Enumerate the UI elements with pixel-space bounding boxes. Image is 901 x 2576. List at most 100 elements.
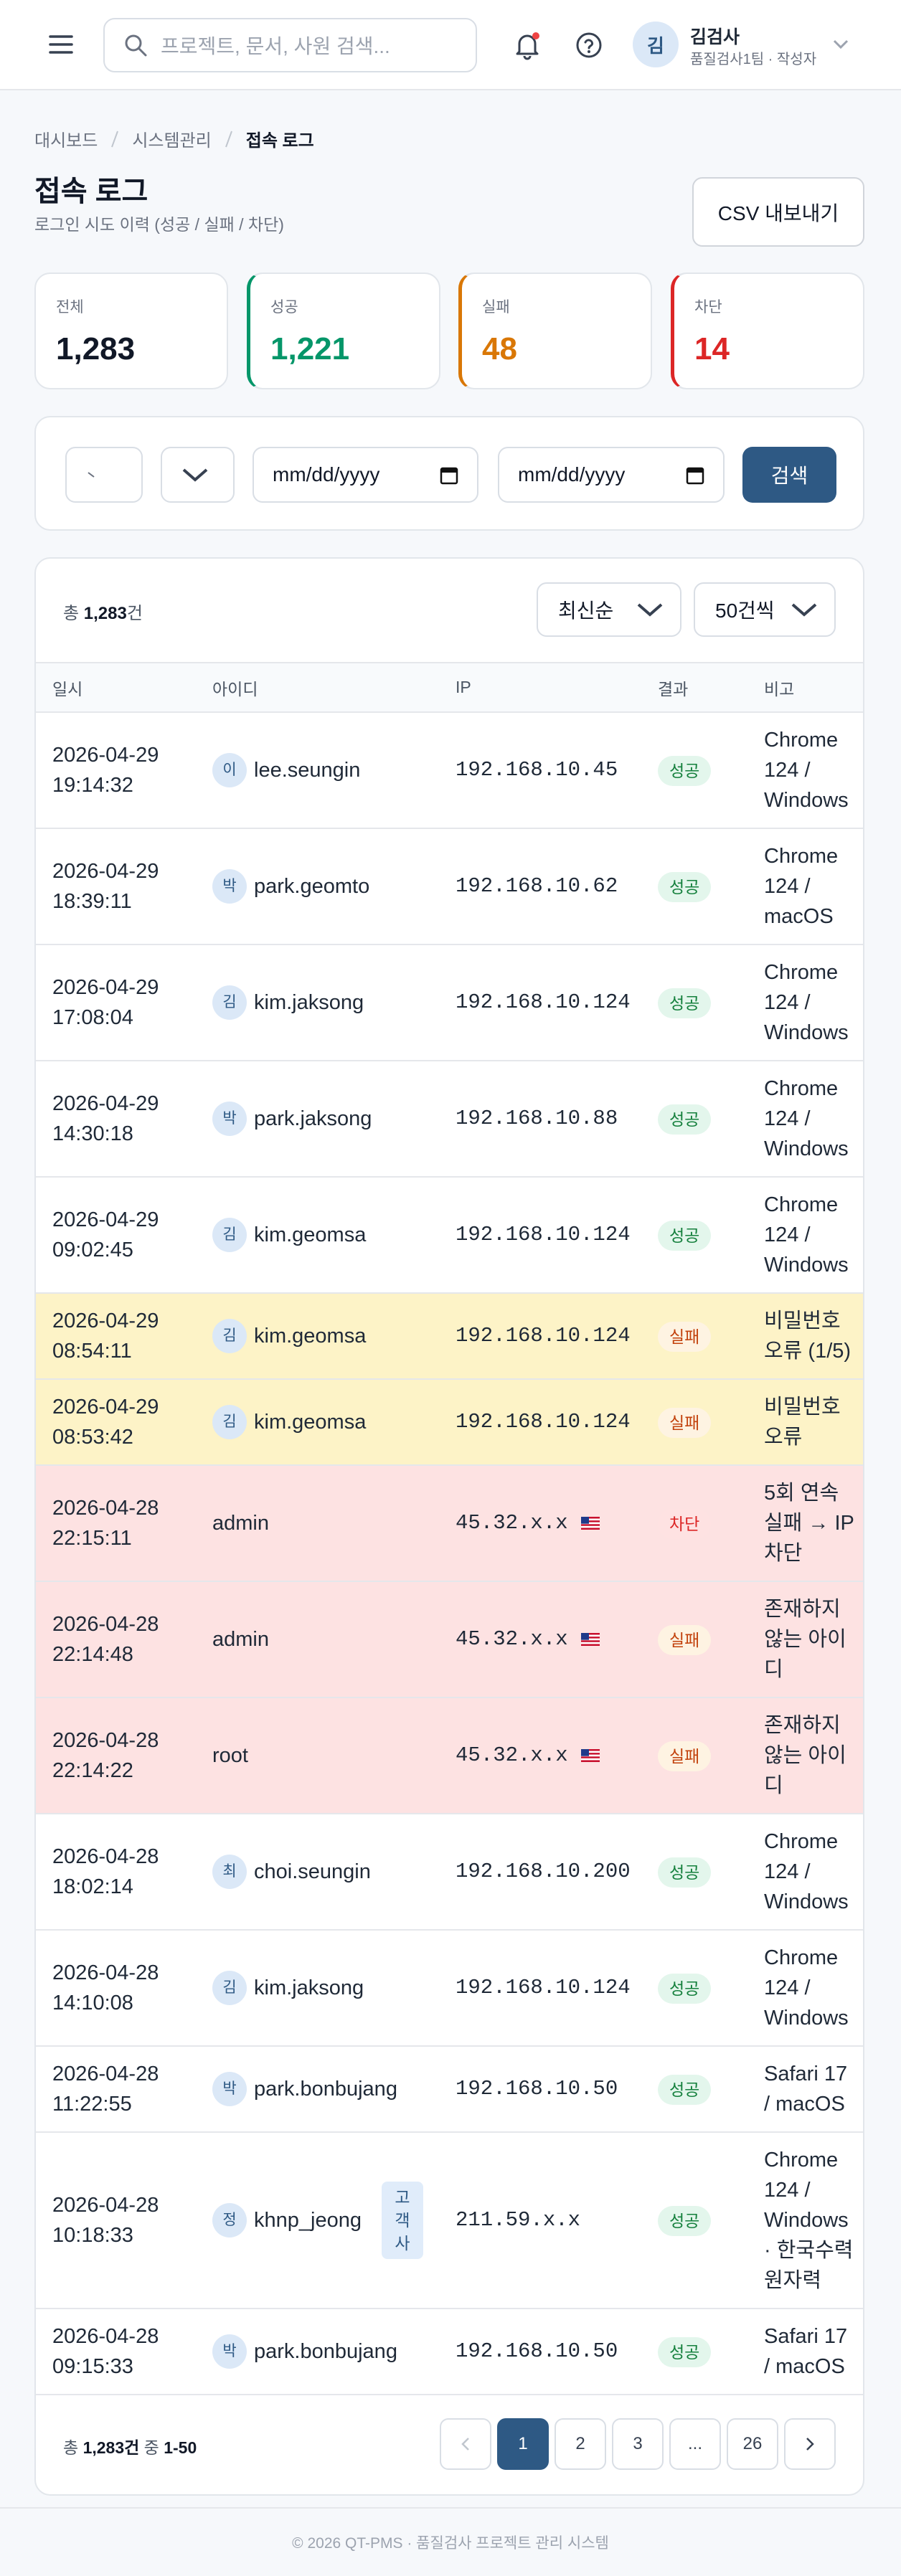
log-time: 2026-04-28 11:22:55 xyxy=(36,2046,212,2133)
stat-label: 실패 xyxy=(482,299,510,316)
ip-address: 45.32.x.x xyxy=(456,1627,568,1651)
page-button[interactable]: ... xyxy=(669,2418,721,2470)
result-cell: 성공 xyxy=(658,1814,764,1931)
country-flag xyxy=(580,1633,600,1646)
date-to[interactable]: mm/dd/yyyy xyxy=(498,447,725,503)
user-id: root xyxy=(212,1744,248,1767)
user-id: choi.seungin xyxy=(254,1860,371,1883)
help-icon[interactable] xyxy=(575,32,603,59)
prev-page[interactable] xyxy=(440,2418,491,2470)
chevron xyxy=(791,603,817,617)
search-button[interactable]: 검색 xyxy=(742,447,836,503)
notification-icon[interactable] xyxy=(512,30,542,60)
ip-cell: 192.168.10.124 xyxy=(456,1379,658,1466)
log-note: Chrome 124 / Windows xyxy=(764,1814,863,1931)
result-badge: 성공 xyxy=(658,1973,712,2004)
log-row: 2026-04-29 09:02:45 김 kim.geomsa 192.168.10… xyxy=(36,1177,863,1294)
result-badge: 실패 xyxy=(658,1741,712,1771)
ip-address: 192.168.10.50 xyxy=(456,2339,618,2363)
table-toolbar: 총 1,283건 최신순 50건씩 xyxy=(36,559,863,662)
user: 김 kim.geomsa xyxy=(212,1405,456,1439)
user-menu-chevron[interactable] xyxy=(832,39,849,50)
menu-icon[interactable] xyxy=(49,34,73,55)
page-button[interactable]: 26 xyxy=(727,2418,778,2470)
ip: 192.168.10.124 xyxy=(456,1407,658,1437)
result-cell: 차단 xyxy=(658,1465,764,1582)
ip-cell: 192.168.10.200 xyxy=(456,1814,658,1931)
page-title: 접속 로그 xyxy=(34,176,148,207)
result-badge: 성공 xyxy=(658,1857,712,1888)
next-page[interactable] xyxy=(784,2418,836,2470)
ip: 192.168.10.124 xyxy=(456,1220,658,1250)
log-time: 2026-04-29 08:53:42 xyxy=(36,1379,212,1466)
ip: 211.59.x.x xyxy=(456,2205,658,2235)
user-role: 품질검사1팀 · 작성자 xyxy=(690,52,817,67)
breadcrumb-item[interactable]: 시스템관리 xyxy=(132,131,212,151)
ip-cell: 45.32.x.x xyxy=(456,1697,658,1814)
stat-value: 48 xyxy=(482,331,517,366)
summary-count: 1,283건 xyxy=(82,2438,140,2457)
log-table: 일시 아이디 IP 결과 비고 2026-04-29 19:14:32 이 lee.seun… xyxy=(36,662,863,2395)
result-cell: 성공 xyxy=(658,828,764,945)
user: admin xyxy=(212,1508,456,1538)
ip: 192.168.10.50 xyxy=(456,2336,658,2367)
chevron xyxy=(637,603,663,617)
sort-value: 최신순 xyxy=(558,600,614,622)
page-size-value: 50건씩 xyxy=(715,600,775,622)
page-size-select[interactable]: 50건씩 xyxy=(694,582,836,637)
result-badge: 성공 xyxy=(658,755,712,786)
breadcrumb-separator xyxy=(111,131,119,147)
type-select[interactable] xyxy=(161,447,235,503)
ip-address: 192.168.10.124 xyxy=(456,1324,631,1348)
stat-label: 차단 xyxy=(694,299,722,316)
user-avatar: 박 xyxy=(212,869,247,904)
search-box[interactable]: 프로젝트, 문서, 사원 검색... xyxy=(103,18,477,72)
user-cell: 김 kim.geomsa xyxy=(212,1177,456,1294)
sort-select[interactable]: 최신순 xyxy=(537,582,681,637)
page-button[interactable]: 3 xyxy=(612,2418,664,2470)
export-button[interactable]: CSV 내보내기 xyxy=(692,177,864,247)
user-avatar: 박 xyxy=(212,1102,247,1136)
log-time: 2026-04-29 14:30:18 xyxy=(36,1061,212,1178)
log-row: 2026-04-28 22:15:11 admin 45.32.x.x 차단 5회 연속… xyxy=(36,1465,863,1582)
result-badge: 성공 xyxy=(658,988,712,1018)
page-button[interactable]: 1 xyxy=(497,2418,549,2470)
breadcrumb-item[interactable]: 대시보드 xyxy=(34,131,98,151)
result-badge: 성공 xyxy=(658,2074,712,2105)
log-note: 존재하지 않는 아이디 xyxy=(764,1581,863,1698)
ip-address: 192.168.10.200 xyxy=(456,1860,631,1883)
date-from[interactable]: mm/dd/yyyy xyxy=(253,447,478,503)
user: 정 khnp_jeong 고객사 xyxy=(212,2182,456,2259)
log-row: 2026-04-28 09:15:33 박 park.bonbujang 192.16… xyxy=(36,2309,863,2395)
log-note: Chrome 124 / Windows · 한국수력원자력 xyxy=(764,2132,863,2309)
page-button[interactable]: 2 xyxy=(555,2418,606,2470)
column-header: 비고 xyxy=(764,662,863,713)
user-avatar: 김 xyxy=(212,985,247,1020)
filter-card: mm/dd/yyyy mm/dd/yyyy 검색 xyxy=(34,416,864,531)
log-table-card: 총 1,283건 최신순 50건씩 일시 아이디 IP 결과 비고 2026-04-29… xyxy=(34,557,864,2496)
summary-prefix: 총 xyxy=(63,2438,79,2457)
select-mark xyxy=(88,472,95,478)
user-id: admin xyxy=(212,1628,269,1651)
user-avatar: 박 xyxy=(212,2334,247,2369)
column-header: 결과 xyxy=(658,662,764,713)
user-cell: 최 choi.seungin xyxy=(212,1814,456,1931)
user-avatar: 박 xyxy=(212,2072,247,2106)
result-badge: 성공 xyxy=(658,1220,712,1251)
user-avatar[interactable]: 김 xyxy=(633,22,679,67)
user: 이 lee.seungin xyxy=(212,753,456,787)
log-time: 2026-04-29 17:08:04 xyxy=(36,944,212,1061)
summary-range: 1-50 xyxy=(164,2438,197,2457)
result-badge: 실패 xyxy=(658,1321,712,1352)
result-cell: 성공 xyxy=(658,1061,764,1178)
user-cell: admin xyxy=(212,1465,456,1582)
log-note: 존재하지 않는 아이디 xyxy=(764,1697,863,1814)
search-icon xyxy=(125,34,147,57)
breadcrumb-item: 접속 로그 xyxy=(245,131,314,151)
stat-label: 전체 xyxy=(56,299,84,316)
ip-address: 192.168.10.124 xyxy=(456,1410,631,1434)
log-row: 2026-04-28 22:14:48 admin 45.32.x.x 실패 존재하지 … xyxy=(36,1581,863,1698)
status-select[interactable] xyxy=(65,447,143,503)
ip-cell: 45.32.x.x xyxy=(456,1581,658,1698)
